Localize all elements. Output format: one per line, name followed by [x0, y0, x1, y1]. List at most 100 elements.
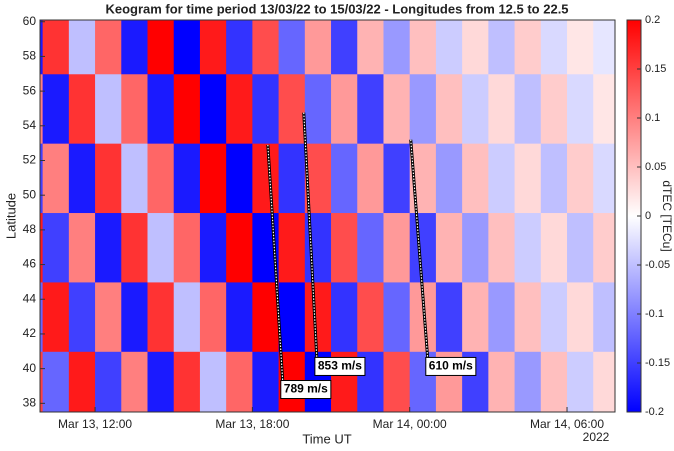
heatmap-cell [40, 281, 44, 352]
annotation-label: 853 m/s [318, 359, 362, 373]
heatmap-cell [121, 351, 149, 412]
heatmap-cell [331, 143, 358, 214]
heatmap-cell [540, 351, 568, 412]
heatmap-cell [42, 351, 70, 412]
heatmap-cell [121, 20, 149, 75]
heatmap-cell [304, 73, 332, 144]
heatmap-cell [121, 143, 149, 214]
heatmap-cell [331, 73, 358, 144]
heatmap-cell [435, 73, 463, 144]
heatmap-cell [226, 73, 253, 144]
heatmap-cell [462, 143, 489, 214]
heatmap-cell [147, 143, 175, 214]
heatmap-cell [252, 73, 280, 144]
heatmap-cell [304, 281, 332, 352]
y-tick-label: 60 [23, 14, 37, 28]
heatmap-cell [409, 20, 437, 75]
heatmap-cell [199, 73, 227, 144]
heatmap-cell [514, 20, 542, 75]
colorbar-tick-label: 0.05 [645, 161, 666, 173]
heatmap-cell [147, 281, 175, 352]
heatmap-cell [278, 20, 306, 75]
heatmap-cell [462, 212, 489, 283]
colorbar-tick-label: 0 [645, 210, 651, 222]
heatmap-cell [567, 73, 594, 144]
heatmap-cell [173, 351, 201, 412]
heatmap-cell [42, 20, 70, 75]
speed-line-dots [267, 144, 284, 383]
y-tick-label: 46 [23, 257, 37, 271]
heatmap-cell [383, 281, 411, 352]
heatmap-cell [304, 20, 332, 75]
heatmap-cell [68, 212, 96, 283]
colorbar-tick-label: -0.1 [645, 308, 664, 320]
heatmap-cell [331, 212, 358, 283]
heatmap-cell [383, 143, 411, 214]
heatmap-cell [514, 281, 542, 352]
heatmap-cell [147, 73, 175, 144]
heatmap-cell [173, 281, 201, 352]
y-tick-label: 42 [23, 326, 37, 340]
heatmap-cell [252, 351, 280, 412]
plot-frame [39, 19, 616, 413]
y-axis-label: Latitude [3, 193, 18, 239]
y-tick-label: 38 [23, 395, 37, 409]
heatmap-cell [42, 143, 70, 214]
annotation-box [314, 356, 366, 376]
heatmap-cell [252, 20, 280, 75]
annotation-label: 610 m/s [429, 359, 473, 373]
heatmap-cell [173, 20, 201, 75]
heatmap-cell [593, 281, 615, 352]
heatmap-cell [95, 20, 122, 75]
x-tick-label: Mar 14, 00:00 [373, 417, 447, 431]
heatmap-cell [357, 20, 384, 75]
heatmap-cell [121, 212, 149, 283]
x-tick-label: Mar 13, 18:00 [215, 417, 289, 431]
colorbar-tick-label: 0.15 [645, 63, 666, 75]
heatmap-cell [95, 351, 122, 412]
heatmap-cell [199, 212, 227, 283]
heatmap-cell [383, 20, 411, 75]
heatmap-cell [462, 281, 489, 352]
colorbar-tick-label: 0.1 [645, 112, 660, 124]
heatmap-cell [252, 143, 280, 214]
annotation-box [425, 356, 477, 376]
colorbar-tick-label: -0.2 [645, 406, 664, 418]
heatmap-cell [567, 351, 594, 412]
heatmap-cell [199, 20, 227, 75]
heatmap-cell [409, 212, 437, 283]
colorbar-label: dTEC [TECu] [660, 180, 674, 251]
heatmap-cell [462, 73, 489, 144]
heatmap-cell [278, 73, 306, 144]
speed-line-dots [410, 139, 429, 360]
heatmap-cell [95, 281, 122, 352]
heatmap-cell [488, 20, 516, 75]
heatmap-cell [40, 212, 44, 283]
heatmap-cell [383, 212, 411, 283]
heatmap-cell [435, 20, 463, 75]
speed-line-dots [303, 112, 318, 360]
heatmap-cell [278, 143, 306, 214]
heatmap-cell [68, 143, 96, 214]
heatmap-cell [540, 20, 568, 75]
heatmap-cell [593, 212, 615, 283]
heatmap-cell [357, 212, 384, 283]
heatmap-cell [95, 143, 122, 214]
heatmap-cell [435, 212, 463, 283]
heatmap-cell [199, 351, 227, 412]
heatmap-cell [540, 281, 568, 352]
heatmap-cell [514, 351, 542, 412]
heatmap-cell [331, 20, 358, 75]
heatmap-cell [147, 212, 175, 283]
y-tick-label: 44 [23, 291, 37, 305]
heatmap-cell [435, 143, 463, 214]
heatmap-cell [121, 281, 149, 352]
y-tick-label: 56 [23, 83, 37, 97]
y-tick-label: 58 [23, 49, 37, 63]
heatmap-cell [95, 212, 122, 283]
heatmap-cell [226, 281, 253, 352]
heatmap-cell [147, 351, 175, 412]
heatmap-cell [147, 20, 175, 75]
heatmap-cell [567, 20, 594, 75]
